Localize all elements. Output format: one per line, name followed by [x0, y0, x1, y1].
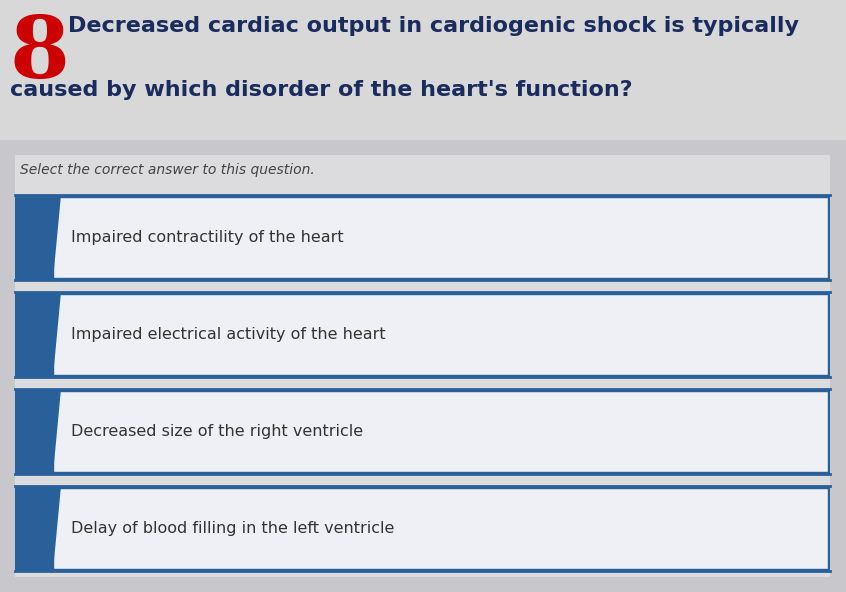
- Bar: [53, 197, 828, 278]
- Bar: [15, 195, 830, 280]
- Polygon shape: [15, 292, 61, 377]
- Text: Decreased size of the right ventricle: Decreased size of the right ventricle: [71, 424, 363, 439]
- Bar: [15, 155, 830, 577]
- Bar: [0, 0, 846, 140]
- Bar: [53, 391, 828, 472]
- Polygon shape: [15, 486, 61, 571]
- Bar: [15, 389, 830, 474]
- Text: Impaired electrical activity of the heart: Impaired electrical activity of the hear…: [71, 327, 386, 342]
- Polygon shape: [15, 195, 61, 280]
- Bar: [0, 140, 846, 592]
- Text: Delay of blood filling in the left ventricle: Delay of blood filling in the left ventr…: [71, 521, 394, 536]
- Bar: [53, 488, 828, 569]
- Bar: [15, 292, 830, 377]
- Bar: [53, 294, 828, 375]
- Bar: [15, 486, 830, 571]
- Text: Decreased cardiac output in cardiogenic shock is typically: Decreased cardiac output in cardiogenic …: [68, 16, 799, 36]
- Polygon shape: [15, 389, 61, 474]
- Text: caused by which disorder of the heart's function?: caused by which disorder of the heart's …: [10, 80, 633, 100]
- Text: 8: 8: [10, 12, 70, 96]
- Text: Impaired contractility of the heart: Impaired contractility of the heart: [71, 230, 343, 245]
- Text: Select the correct answer to this question.: Select the correct answer to this questi…: [20, 163, 315, 177]
